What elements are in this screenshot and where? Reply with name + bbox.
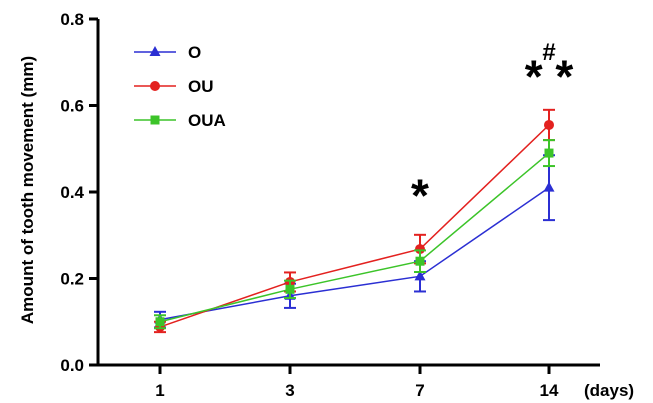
x-tick-label: 7	[415, 381, 424, 400]
series-o	[154, 154, 555, 329]
series-line	[159, 152, 550, 323]
x-tick-label: 3	[285, 381, 294, 400]
y-tick-label: 0.2	[60, 270, 84, 289]
annotations: * * *#	[411, 39, 573, 221]
data-point	[155, 317, 165, 327]
data-point	[544, 148, 554, 158]
legend-label: O	[188, 43, 201, 62]
legend-label: OUA	[188, 111, 226, 130]
y-tick-label: 0.4	[60, 183, 84, 202]
significance-star: * *	[525, 51, 574, 103]
legend-marker	[149, 46, 161, 56]
legend-marker	[150, 81, 160, 91]
y-axis-title: Amount of tooth movement (mm)	[18, 56, 37, 324]
legend-item-o: O	[134, 43, 201, 62]
legend-item-ou: OU	[134, 77, 214, 96]
data-point	[285, 284, 295, 294]
legend-item-oua: OUA	[134, 111, 226, 130]
data-point	[415, 244, 425, 255]
data-point	[414, 270, 426, 281]
legend: O OU OUA	[134, 43, 226, 130]
y-tick-label: 0.8	[60, 10, 84, 29]
y-tick-label: 0.0	[60, 356, 84, 375]
series-oua	[154, 139, 555, 330]
data-point	[415, 256, 425, 266]
series-ou	[154, 108, 555, 334]
series-line	[159, 124, 550, 328]
data-point	[544, 119, 554, 130]
x-tick-label: 1	[155, 381, 164, 400]
data-point	[543, 181, 555, 192]
y-tick-label: 0.6	[60, 97, 84, 116]
significance-star: *	[411, 169, 429, 221]
x-tick-label: 14	[540, 381, 559, 400]
legend-label: OU	[188, 77, 214, 96]
series-line	[159, 187, 550, 321]
x-axis-unit-label: (days)	[584, 381, 634, 400]
axes: 0.0 0.2 0.4 0.6 0.8 1 3 7 14	[60, 10, 600, 400]
significance-hash: #	[542, 39, 555, 66]
legend-marker	[150, 115, 160, 125]
series-layer	[154, 108, 555, 334]
